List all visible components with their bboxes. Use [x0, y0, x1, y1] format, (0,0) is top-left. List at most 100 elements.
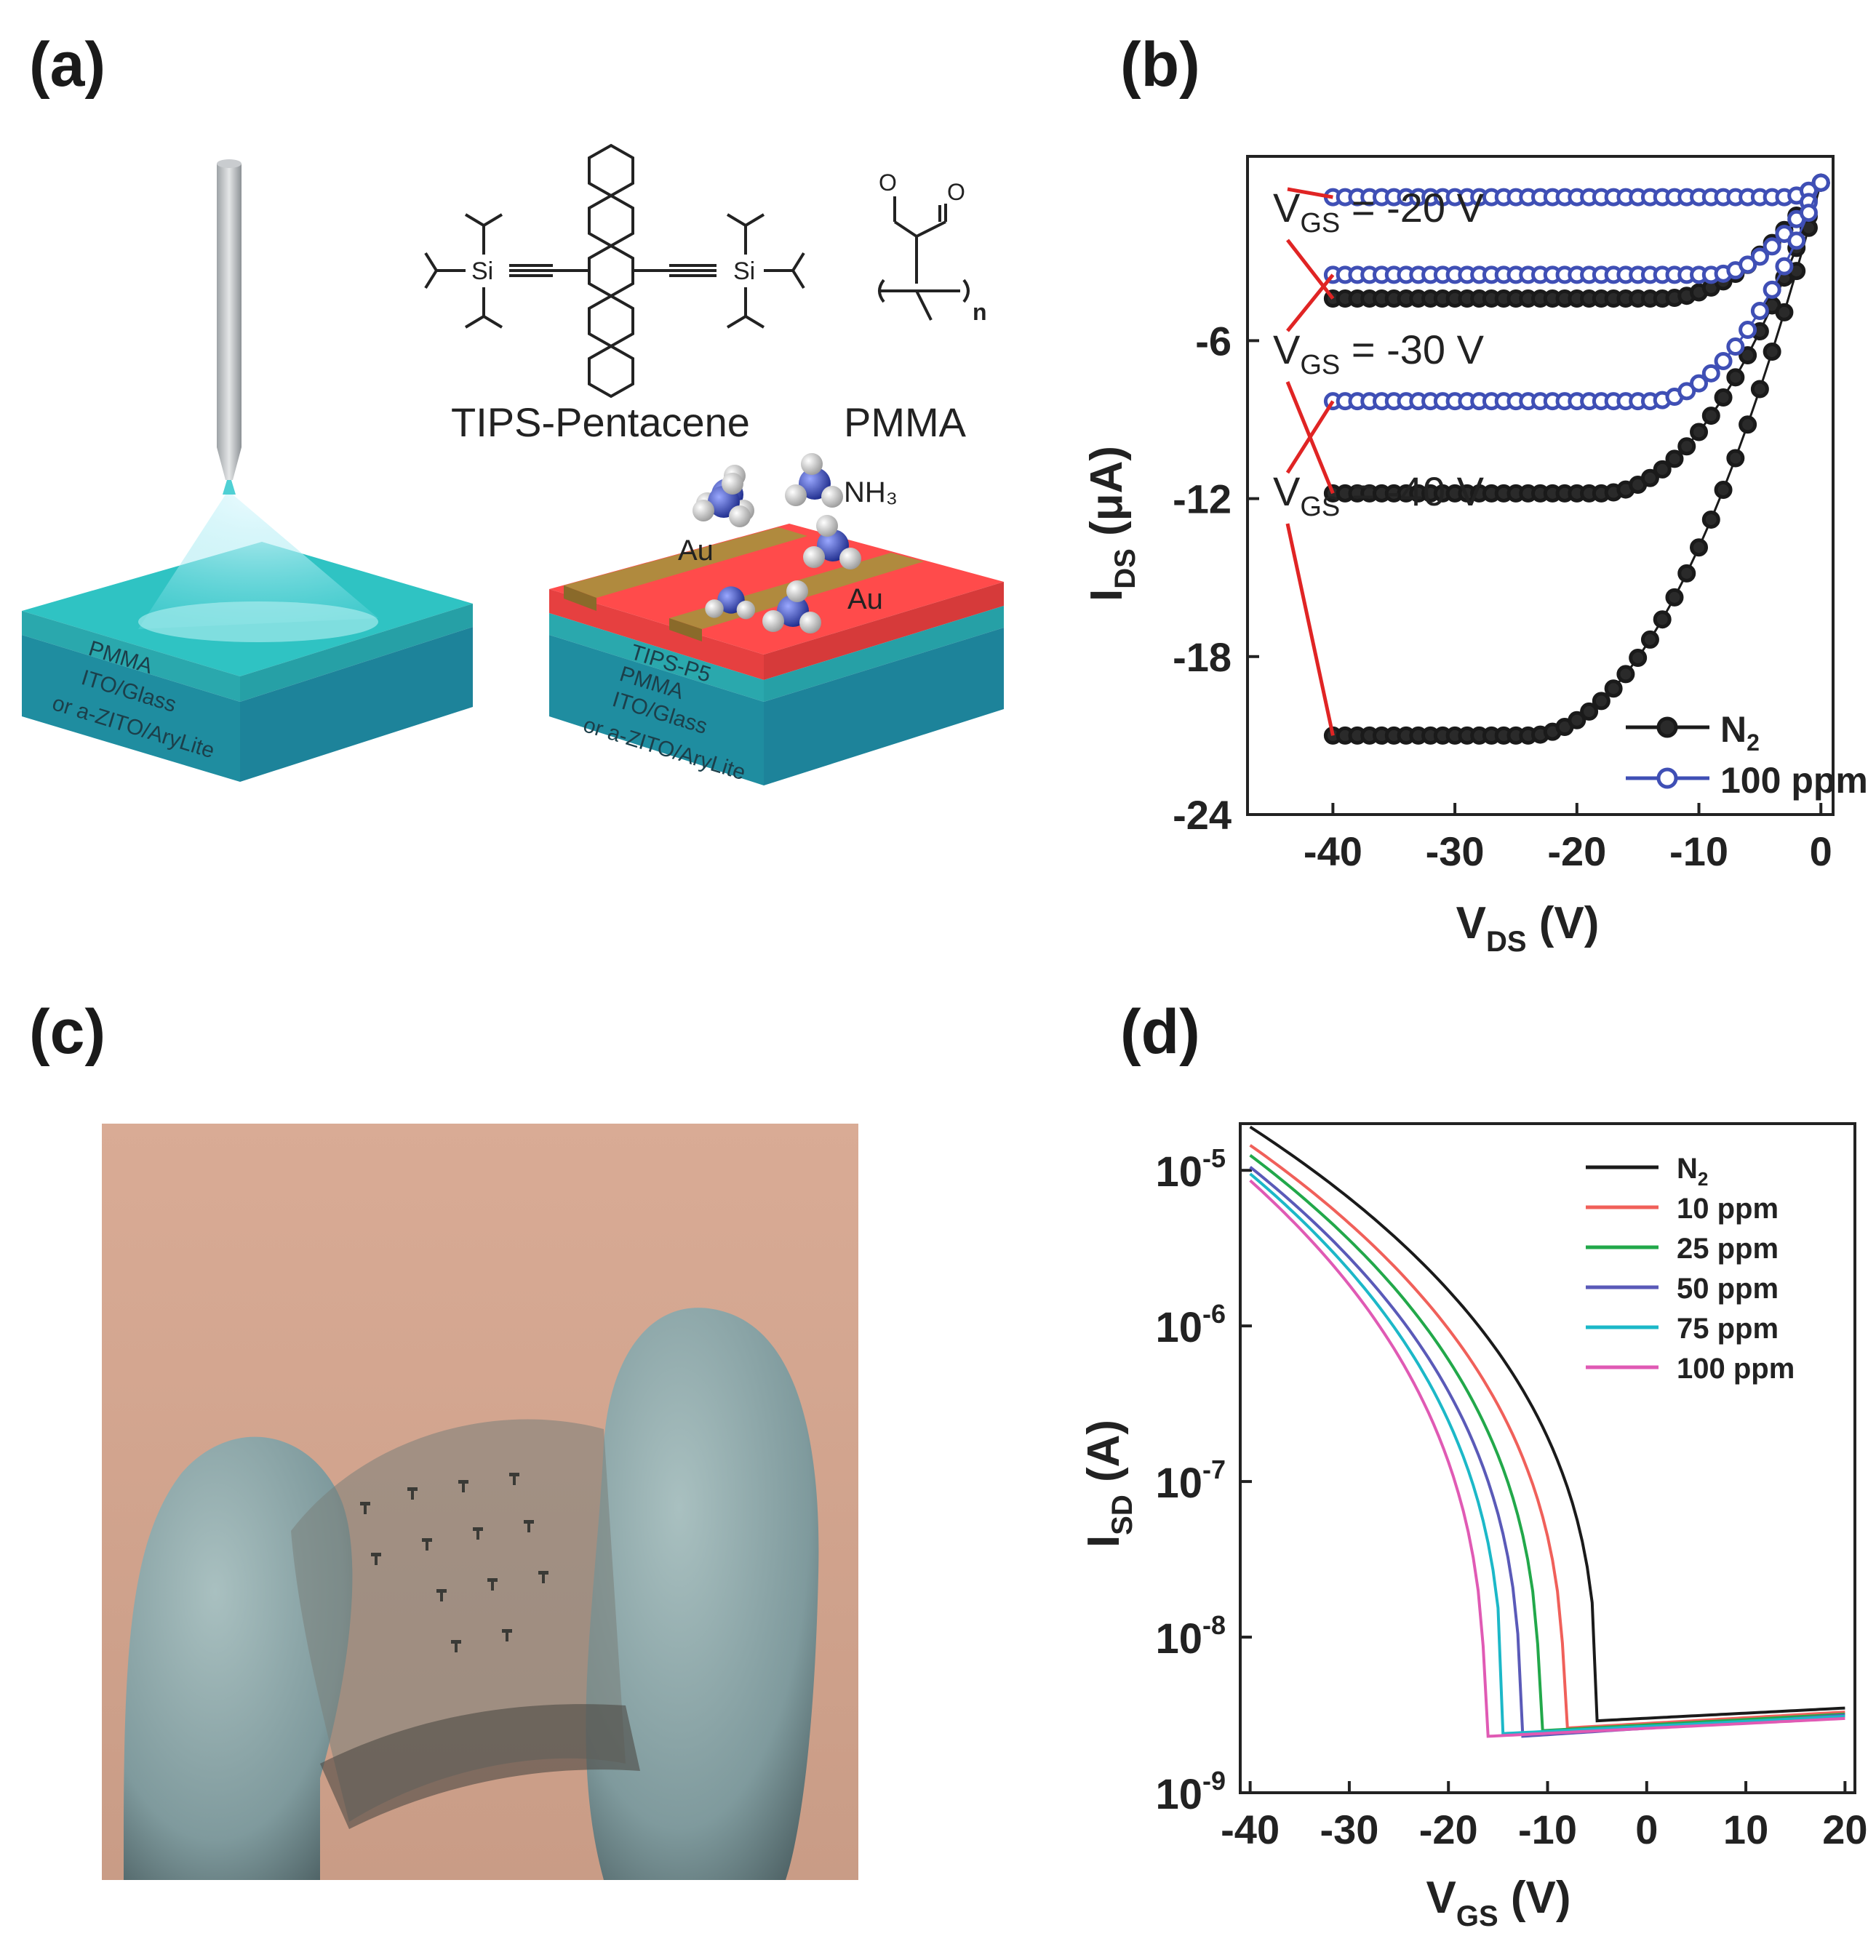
data-point-b — [1640, 630, 1659, 649]
x-tick-label-b: -40 — [1304, 828, 1362, 874]
vgs-annotation: VGS = -20 V — [1273, 185, 1485, 239]
series-line-d — [1249, 1125, 1845, 1723]
data-point-b — [1739, 321, 1757, 340]
panel-label-d: (d) — [1120, 997, 1200, 1067]
legend-marker-b — [1656, 716, 1678, 738]
data-point-b — [1690, 374, 1709, 393]
y-tick-label-b: -18 — [1173, 634, 1232, 680]
pmma-structure — [878, 196, 970, 321]
data-point-b — [1677, 382, 1696, 401]
tips-pentacene-structure — [424, 143, 805, 399]
data-point-b — [1665, 588, 1684, 607]
data-point-b — [1690, 423, 1709, 441]
pmma-o-label: O — [879, 169, 897, 196]
molecule-name-tips: TIPS-Pentacene — [451, 399, 750, 445]
data-point-b — [1629, 648, 1648, 667]
data-point-b — [1604, 679, 1623, 698]
y-axis-label-b: IDS (μA) — [1082, 446, 1141, 601]
data-point-b — [1580, 702, 1599, 721]
panel-label-b: (b) — [1120, 30, 1200, 100]
x-tick-label-d: -10 — [1518, 1807, 1577, 1852]
data-point-b — [1653, 460, 1672, 479]
device-right: Au Au TIPS-P5 PMMA ITO/Glass or a-ZITO/A… — [549, 524, 1004, 785]
data-point-b — [1714, 481, 1733, 500]
legend-label-d: 100 ppm — [1677, 1353, 1795, 1385]
ammonia-label: NH₃ — [844, 476, 898, 508]
device-schematic: PMMA ITO/Glass or a-ZITO/AryLite Au Au T… — [22, 143, 1004, 785]
panel-label-a: (a) — [29, 30, 106, 100]
molecule-name-pmma: PMMA — [844, 399, 967, 445]
chart-output-characteristics: -40 -30 -20 -10 0 -6 -12 -18 -24 VGS = -20 V VGS … — [1082, 155, 1876, 958]
si-label-right: Si — [733, 257, 755, 285]
data-point-b — [1726, 368, 1745, 387]
data-point-b — [1750, 380, 1769, 399]
x-tick-label-b: -20 — [1547, 828, 1606, 874]
data-point-b — [1616, 665, 1635, 684]
x-tick-label-d: -30 — [1320, 1807, 1378, 1852]
legend-label-d: 10 ppm — [1677, 1193, 1779, 1225]
device-array — [360, 1473, 548, 1652]
x-tick-label-d: 10 — [1723, 1807, 1768, 1852]
legend-label-b: 100 ppm NH3 — [1720, 760, 1876, 807]
legend-label-d: 25 ppm — [1677, 1233, 1779, 1265]
data-point-b — [1701, 364, 1720, 383]
legend-marker-b — [1656, 767, 1678, 789]
data-point-b — [1690, 538, 1709, 557]
plot-frame-b — [1246, 155, 1835, 816]
x-tick-label-d: -20 — [1419, 1807, 1478, 1852]
data-point-b — [1677, 437, 1696, 456]
data-point-b — [1640, 468, 1659, 487]
x-tick-label-b: -10 — [1669, 828, 1728, 874]
chart-transfer-characteristics: -40 -30 -20 -10 0 10 20 10-9 10-8 10-7 10-6 10-5 N2… — [1079, 1122, 1868, 1932]
right-glove-finger — [586, 1308, 819, 1880]
bent-film-edge — [320, 1704, 640, 1829]
data-point-b — [1568, 711, 1586, 729]
data-point-b — [1714, 351, 1733, 370]
flexible-device-photo — [102, 1124, 858, 1880]
data-point-b — [1739, 255, 1757, 274]
y-tick-label-d: 10-5 — [1155, 1143, 1226, 1196]
legend-label-d: 50 ppm — [1677, 1273, 1779, 1305]
legend-label-d: 75 ppm — [1677, 1313, 1779, 1345]
data-point-b — [1701, 510, 1720, 529]
data-point-b — [1787, 231, 1806, 250]
spray-nozzle — [217, 159, 242, 495]
data-point-b — [1653, 610, 1672, 629]
pmma-n-label: n — [973, 299, 987, 325]
panel-label-c: (c) — [29, 997, 106, 1067]
annotation-arrow — [1285, 523, 1335, 736]
data-point-b — [1763, 280, 1781, 299]
legend-label-b: N2 — [1720, 709, 1760, 756]
data-point-b — [1726, 449, 1745, 468]
x-tick-label-d: -40 — [1221, 1807, 1280, 1852]
x-tick-label-d: 0 — [1635, 1807, 1658, 1852]
annotation-arrow — [1285, 400, 1335, 474]
y-tick-label-b: -6 — [1195, 318, 1232, 364]
pmma-o2-label: O — [947, 179, 965, 205]
y-tick-label-d: 10-9 — [1155, 1766, 1226, 1818]
data-point-b — [1701, 407, 1720, 425]
x-tick-label-b: 0 — [1810, 828, 1832, 874]
ammonia-above-device — [692, 453, 843, 527]
vgs-annotation: VGS = -30 V — [1273, 327, 1485, 380]
y-tick-label-d: 10-6 — [1155, 1299, 1226, 1351]
series-line-d — [1249, 1179, 1845, 1738]
data-point-b — [1714, 388, 1733, 407]
data-point-b — [1677, 564, 1696, 583]
data-point-b — [1811, 173, 1830, 192]
data-point-b — [1665, 449, 1684, 468]
x-axis-label-d: VGS (V) — [1426, 1873, 1570, 1932]
x-tick-label-d: 20 — [1822, 1807, 1867, 1852]
data-point-b — [1739, 346, 1757, 365]
data-point-b — [1739, 415, 1757, 434]
spray-cone — [138, 495, 378, 629]
y-tick-label-d: 10-7 — [1155, 1455, 1226, 1507]
annotation-arrow — [1286, 239, 1335, 300]
data-point-b — [1775, 257, 1794, 276]
series-line-d — [1249, 1172, 1845, 1735]
electrode-label-1: Au — [678, 535, 714, 567]
series-line-d — [1249, 1144, 1845, 1730]
y-tick-label-b: -12 — [1173, 476, 1232, 522]
legend-label-d: N2 — [1677, 1153, 1708, 1190]
substrate-left: PMMA ITO/Glass or a-ZITO/AryLite — [22, 542, 473, 782]
